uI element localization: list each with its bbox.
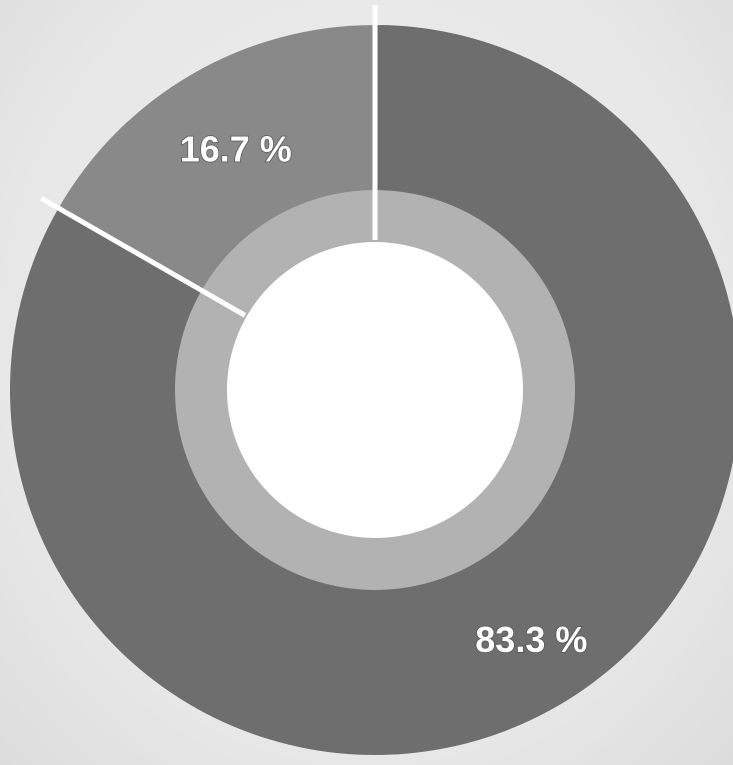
- separator-layer: [39, 5, 378, 318]
- center-hole: [227, 242, 523, 538]
- data-label-slice-0: 83.3 %: [475, 619, 587, 660]
- slice-separator-1: [39, 196, 247, 318]
- data-label-slice-1: 16.7 %: [180, 128, 292, 169]
